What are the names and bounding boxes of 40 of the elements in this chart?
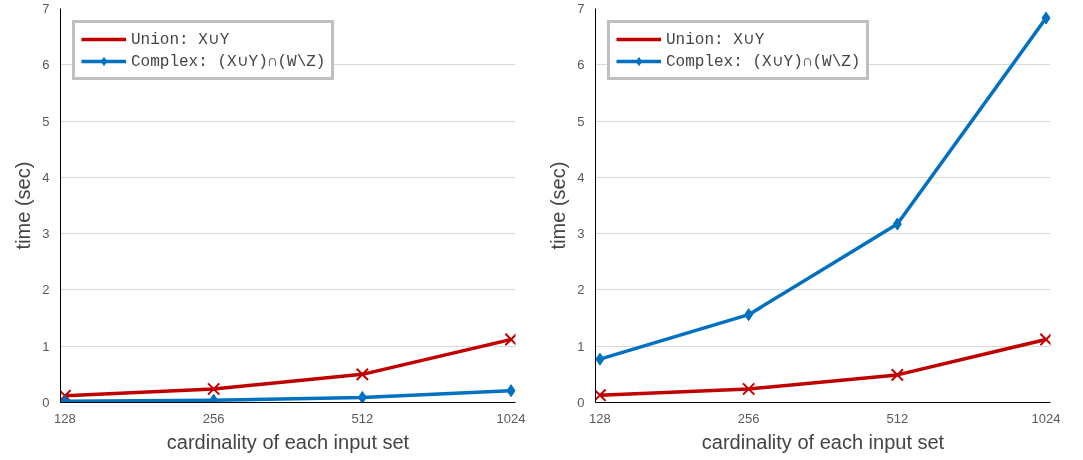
legend-label: Complex: (X∪Y)∩(W\Z) <box>131 52 326 71</box>
x-tick-label: 128 <box>589 410 611 426</box>
y-tick-label: 7 <box>42 1 50 16</box>
y-tick-label: 2 <box>42 282 50 298</box>
legend-label: Complex: (X∪Y)∩(W\Z) <box>666 52 861 71</box>
point <box>1039 332 1051 347</box>
y-tick-label: 1 <box>42 338 50 354</box>
y-tick-label: 5 <box>42 113 50 129</box>
y-axis-title: time (sec) <box>12 161 35 250</box>
x-tick-label: 1024 <box>1031 410 1061 426</box>
x-axis-title: cardinality of each input set <box>166 430 410 453</box>
point <box>742 382 756 396</box>
point <box>744 308 754 322</box>
x-tick-label: 512 <box>351 410 374 426</box>
y-tick-label: 5 <box>577 113 585 129</box>
y-axis-title: time (sec) <box>547 161 570 250</box>
x-axis-title: cardinality of each input set <box>701 430 945 453</box>
y-tick-label: 0 <box>42 395 50 410</box>
y-tick-label: 4 <box>577 169 585 185</box>
y-tick-label: 2 <box>577 282 585 298</box>
x-tick-label: 128 <box>54 410 76 426</box>
legend-label: Union: X∪Y <box>131 30 230 49</box>
x-tick-label: 1024 <box>496 410 526 426</box>
point <box>595 352 605 366</box>
y-tick-label: 3 <box>577 226 585 242</box>
x-tick-label: 256 <box>737 410 760 426</box>
legend-label: Union: X∪Y <box>666 30 765 49</box>
y-tick-label: 7 <box>577 1 585 16</box>
point <box>890 368 904 382</box>
y-tick-label: 6 <box>577 57 585 73</box>
x-tick-label: 256 <box>202 410 225 426</box>
y-tick-label: 1 <box>577 338 585 354</box>
point <box>1041 11 1051 25</box>
x-tick-label: 512 <box>886 410 909 426</box>
y-tick-label: 3 <box>42 226 50 242</box>
y-tick-label: 6 <box>42 57 50 73</box>
point <box>892 217 902 231</box>
y-tick-label: 0 <box>577 395 585 410</box>
point <box>595 388 607 402</box>
y-tick-label: 4 <box>42 169 50 185</box>
